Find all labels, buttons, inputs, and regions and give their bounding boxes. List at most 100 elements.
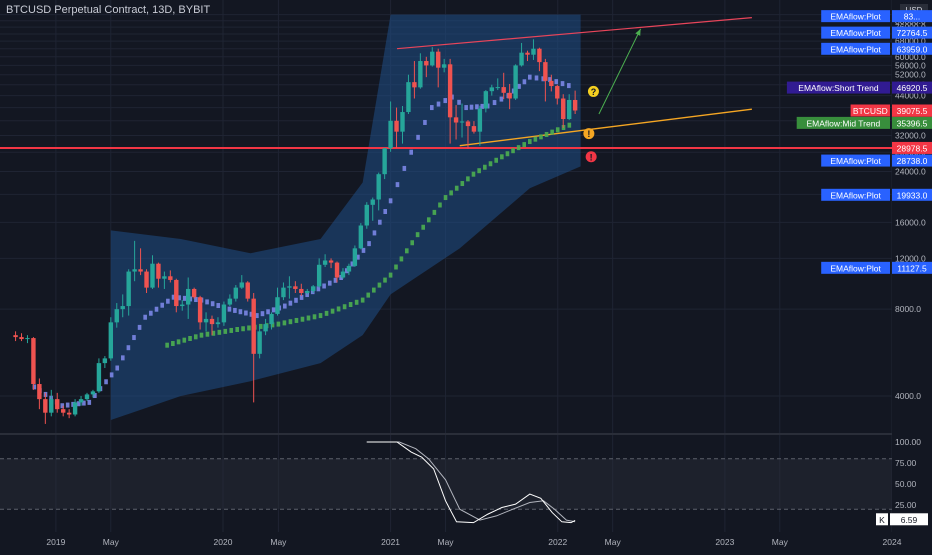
candle-body: [436, 51, 441, 68]
price-label-name-box: [850, 104, 890, 117]
candle-body: [418, 61, 423, 88]
candle-body: [245, 282, 250, 299]
candle-body: [114, 309, 119, 323]
k-value-box: [890, 513, 928, 526]
candle-body: [305, 290, 310, 294]
ema-mid-trend-mark: [182, 337, 187, 343]
time-tick-label: 2022: [548, 537, 567, 547]
ema-short-trend-mark: [378, 219, 382, 225]
ema-short-trend-mark: [82, 400, 86, 406]
ema-short-trend-mark: [294, 297, 298, 303]
ema-short-trend-mark: [464, 105, 468, 111]
candle-body: [293, 286, 298, 289]
ema-mid-trend-mark: [300, 316, 305, 322]
candle-body: [275, 297, 280, 314]
ema-mid-trend-mark: [205, 331, 210, 337]
ema-mid-trend-mark: [483, 164, 487, 170]
ema-mid-trend-mark: [294, 317, 299, 323]
oscillator-pane: [0, 441, 892, 524]
ema-mid-trend-mark: [505, 151, 510, 157]
price-tick-label: 52000.0: [895, 70, 926, 80]
time-tick-label: 2023: [715, 537, 734, 547]
ema-mid-trend-mark: [544, 131, 549, 137]
ema-short-trend-mark: [299, 294, 304, 300]
price-label-value-box: [892, 154, 932, 167]
candle-body: [156, 263, 161, 279]
signal-marker-symbol: !: [587, 129, 590, 139]
ema-short-trend-mark: [233, 307, 237, 313]
ema-short-trend-mark: [322, 283, 326, 289]
candle-body: [191, 288, 197, 298]
candle-body: [90, 391, 96, 395]
ema-short-trend-mark: [238, 309, 243, 315]
ema-short-trend-mark: [121, 355, 125, 361]
ema-short-trend-mark: [160, 302, 164, 308]
ema-mid-trend-mark: [258, 323, 263, 329]
signal-marker: [587, 85, 599, 97]
ema-short-trend-mark: [560, 81, 565, 87]
price-label-value: 83...: [904, 12, 921, 22]
candle-body: [55, 399, 60, 410]
candle-body: [138, 269, 143, 272]
candle-body: [13, 335, 18, 338]
price-label-name: EMAflow:Plot: [830, 44, 881, 54]
ema-short-trend-mark: [137, 324, 142, 330]
ema-mid-trend-mark: [383, 277, 387, 283]
candle-body: [257, 331, 262, 354]
oscillator-k-line: [366, 441, 576, 524]
time-tick-label: May: [772, 537, 789, 547]
ema-short-trend-mark: [430, 105, 434, 111]
price-label-name-box: [821, 261, 890, 274]
candle-body: [227, 298, 233, 305]
candle-body: [412, 82, 417, 88]
candle-body: [459, 121, 465, 123]
ema-mid-trend-mark: [511, 148, 515, 154]
ema-short-trend-mark: [126, 345, 131, 351]
ema-short-trend-mark: [305, 292, 309, 298]
candle-body: [346, 265, 352, 272]
oscillator-d-line: [366, 441, 576, 523]
ema-short-trend-mark: [76, 401, 81, 407]
ema-short-trend-mark: [416, 134, 420, 140]
ema-band: [110, 14, 581, 421]
projection-arrow: [598, 28, 642, 115]
ema-mid-trend-mark: [165, 342, 169, 348]
price-labels: 83... EMAflow:Plot 72764.5 EMAflow:Plot 639…: [786, 10, 932, 274]
ema-short-trend-mark: [534, 75, 539, 81]
price-label-value: 72764.5: [897, 28, 928, 38]
oscillator-tick-label: 50.00: [895, 479, 917, 489]
candle-body: [78, 399, 84, 403]
ema-mid-trend-mark: [306, 315, 311, 321]
ema-short-trend-mark: [443, 98, 448, 104]
candle-body: [102, 358, 108, 364]
candle-body: [281, 287, 286, 298]
ema-mid-trend-mark: [522, 142, 527, 148]
ema-short-trend-mark: [249, 311, 254, 317]
time-tick-label: 2019: [46, 537, 65, 547]
candle-body: [269, 313, 274, 325]
candle-body: [566, 99, 572, 120]
ema-mid-trend-mark: [539, 134, 543, 140]
ema-mid-trend-mark: [399, 256, 404, 262]
candle-body: [43, 399, 48, 413]
price-label-name: EMAflow:Plot: [830, 28, 881, 38]
candle-body: [334, 262, 340, 278]
price-label-value: 39075.5: [897, 106, 928, 116]
ema-mid-trend-mark: [324, 310, 329, 316]
candle-body: [221, 304, 227, 323]
ema-mid-trend-mark: [516, 145, 521, 151]
candle-body: [340, 271, 346, 278]
ema-mid-trend-mark: [372, 287, 376, 293]
ema-short-trend-mark: [350, 261, 355, 267]
price-label-value-box: [892, 104, 932, 117]
time-tick-label: May: [270, 537, 287, 547]
signal-marker: [585, 151, 597, 163]
ema-mid-trend-mark: [471, 171, 476, 177]
time-tick-label: May: [103, 537, 120, 547]
ema-short-trend-mark: [554, 79, 559, 85]
ema-mid-trend-mark: [421, 224, 425, 230]
time-axis[interactable]: 2019 May 2020 May 2021 May 2022 May 2023 May 2024: [0, 533, 902, 550]
ema-band-area: [110, 14, 581, 421]
ema-mid-trend-mark: [354, 299, 359, 305]
